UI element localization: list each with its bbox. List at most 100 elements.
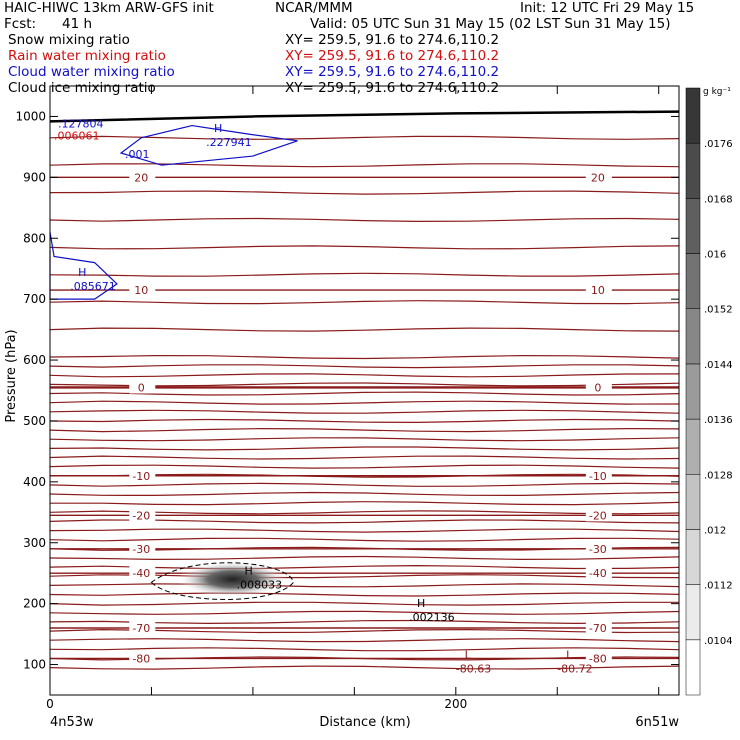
contour-label: -10	[132, 470, 150, 483]
contour-label-bg	[585, 651, 612, 665]
contour-label: -80	[589, 652, 607, 665]
x-tick-label: 0	[46, 697, 54, 711]
contour-line	[49, 272, 680, 277]
extremum-value: .085671	[70, 280, 116, 293]
terrain-line	[49, 110, 680, 123]
field-snow-name: Snow mixing ratio	[8, 32, 130, 48]
contour-line	[49, 610, 680, 615]
contour-label: -30	[589, 543, 607, 556]
contour-label: -40	[589, 567, 607, 580]
contour-line	[49, 163, 680, 168]
colorbar-tick-label: .0128	[704, 470, 733, 481]
contour-line	[49, 583, 680, 588]
colorbar-tick-label: .0112	[704, 581, 733, 592]
colorbar-bin	[685, 639, 701, 696]
colorbar-bin	[685, 474, 701, 530]
contour-label: 20	[591, 171, 605, 184]
colorbar-bin	[685, 529, 701, 585]
y-tick-label: 300	[23, 536, 46, 550]
extremum-value: .001	[125, 148, 150, 161]
colorbar-tick-label: .0104	[704, 636, 733, 647]
extremum-marker: L	[465, 649, 472, 662]
contour-layer: -80 -80 -70 -70 -40 -40 -30 -30 -20 -20 -10 -10 0 0 10…	[49, 135, 680, 670]
extremum-marker: H	[244, 565, 252, 578]
contour-label-bg	[585, 283, 612, 297]
field-snow-xy: XY= 259.5, 91.6 to 274.6,110.2	[285, 32, 500, 48]
contour-line	[49, 482, 680, 487]
contour-label: -80	[132, 652, 150, 665]
extremum-marker: H	[417, 597, 425, 610]
y-tick-label: 200	[23, 597, 46, 611]
contour-label-bg	[129, 468, 156, 482]
contour-line	[49, 300, 680, 305]
overlay-layer: L-80.63L-80.72H.002136H.008033H.085671H.…	[49, 110, 680, 676]
colorbar-bin	[685, 87, 701, 144]
colorbar-tick-label: .012	[704, 525, 726, 536]
contour-line	[49, 409, 680, 414]
contour-line	[49, 647, 680, 652]
plot-frame	[49, 85, 680, 696]
init-text: Init: 12 UTC Fri 29 May 15	[520, 0, 695, 16]
colorbar-tick-label: .0144	[704, 360, 733, 371]
contour-label: -70	[132, 622, 150, 635]
field-cloudice-name: Cloud ice mixing ratio	[8, 80, 156, 96]
contour-line	[49, 245, 680, 250]
colorbar-bin	[685, 253, 701, 309]
contour-label: -30	[132, 543, 150, 556]
contour-label-bg	[129, 541, 156, 555]
contour-label-bg	[585, 170, 612, 184]
colorbar-tick-label: .0176	[704, 139, 733, 150]
contour-line	[49, 592, 680, 597]
contour-label: 0	[594, 381, 601, 394]
field-rain-name: Rain water mixing ratio	[8, 48, 166, 64]
left-title: HAIC-HIWC 13km ARW-GFS init	[4, 0, 214, 16]
field-cloudice-xy: XY= 259.5, 91.6 to 274.6,110.2	[285, 80, 500, 96]
contour-label-bg	[129, 380, 156, 394]
contour-label: -70	[589, 622, 607, 635]
contour-line	[49, 638, 680, 643]
x-axis-label: Distance (km)	[319, 715, 410, 730]
colorbar-bin	[685, 198, 701, 254]
extremum-value: .227941	[206, 136, 252, 149]
extremum-marker: L	[566, 649, 573, 662]
contour-line	[49, 427, 680, 433]
contour-line	[50, 501, 680, 506]
extremum-value: .008033	[237, 579, 283, 592]
colorbar-tick-label: .016	[704, 250, 726, 261]
extremum-value: -80.72	[557, 663, 592, 676]
contour-label-bg	[129, 508, 156, 522]
y-tick-label: 400	[23, 475, 46, 489]
contour-line	[49, 373, 680, 378]
left-endpoint: 4n53w	[50, 715, 94, 730]
extremum-value: .127804	[58, 117, 103, 130]
contour-label-bg	[129, 566, 156, 580]
colorbar-tick-label: .0152	[704, 305, 733, 316]
extremum-marker: H	[78, 266, 86, 279]
contour-line	[49, 555, 680, 561]
fcst-value: 41 h	[62, 16, 93, 32]
contour-label: 10	[591, 284, 605, 297]
contour-line	[49, 455, 680, 460]
contour-label-bg	[585, 380, 612, 394]
contour-line	[49, 400, 680, 405]
colorbar-unit: g kg⁻¹	[703, 87, 731, 97]
contour-line	[49, 491, 680, 497]
contour-line	[49, 464, 680, 469]
field-cloudwater-name: Cloud water mixing ratio	[8, 64, 175, 80]
extremum-marker: H	[214, 122, 222, 135]
contour-label: -40	[132, 567, 150, 580]
contour-label-bg	[129, 170, 156, 184]
contour-label-bg	[585, 541, 612, 555]
fcst-label: Fcst:	[4, 16, 37, 32]
contour-line	[49, 446, 680, 451]
x-tick-label: 200	[444, 697, 467, 711]
contour-label-bg	[585, 621, 612, 635]
field-rain-xy: XY= 259.5, 91.6 to 274.6,110.2	[285, 48, 500, 64]
colorbar-bin	[685, 308, 701, 365]
y-tick-label: 100	[23, 658, 46, 672]
colorbar-bin	[685, 363, 701, 420]
y-tick-label: 500	[23, 414, 46, 428]
y-tick-label: 600	[23, 353, 46, 367]
